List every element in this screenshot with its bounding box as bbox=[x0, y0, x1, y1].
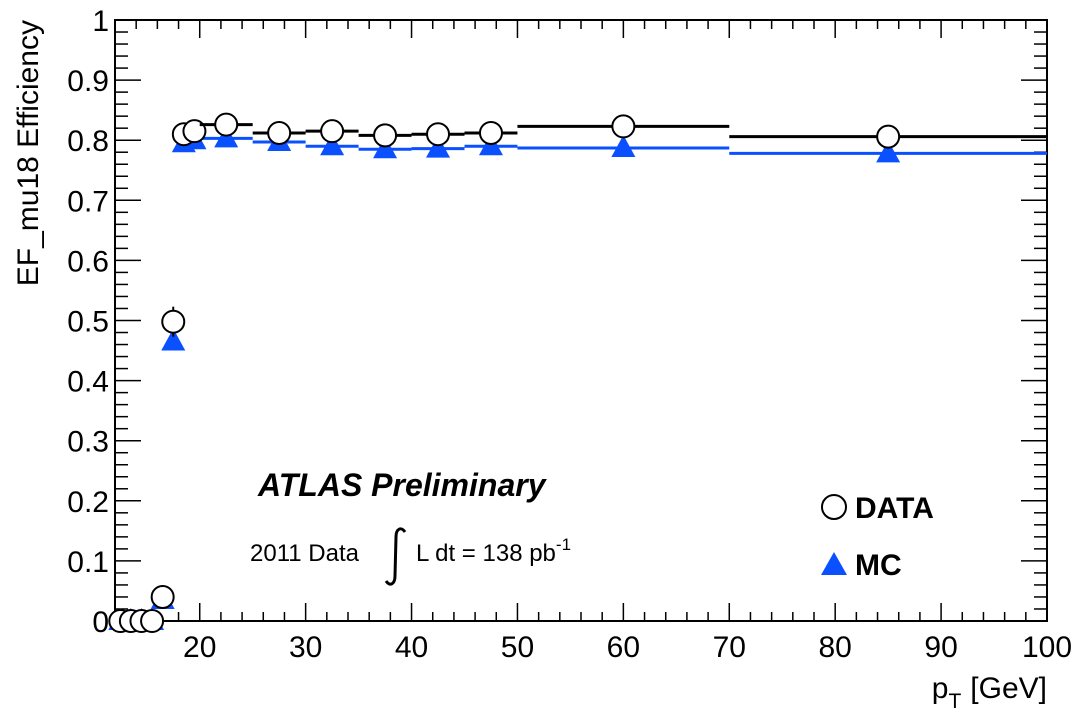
data-point bbox=[320, 119, 345, 144]
integral-sign bbox=[384, 527, 407, 586]
data-year-label: 2011 Data bbox=[250, 540, 360, 567]
x-axis-title: pT [GeV] bbox=[932, 672, 1047, 713]
plot-frame bbox=[114, 19, 1048, 622]
y-tick-label: 0.1 bbox=[67, 546, 109, 579]
legend-mc-marker bbox=[821, 552, 847, 575]
y-axis-title: EF_mu18 Efficiency bbox=[12, 20, 45, 286]
x-axis-title-p: p bbox=[932, 672, 949, 705]
x-tick-label: 100 bbox=[1022, 631, 1072, 664]
legend-data-marker bbox=[821, 494, 847, 520]
y-tick-label: 0.6 bbox=[67, 245, 109, 278]
lumi-exponent: -1 bbox=[556, 535, 571, 554]
legend-data-label: DATA bbox=[855, 492, 934, 525]
y-tick-label: 0.2 bbox=[67, 486, 109, 519]
data-point bbox=[150, 584, 175, 609]
y-tick-label: 0.7 bbox=[67, 185, 109, 218]
mc-point bbox=[426, 135, 451, 158]
data-point bbox=[478, 120, 503, 145]
mc-point bbox=[320, 133, 345, 156]
x-tick-label: 20 bbox=[183, 631, 216, 664]
atlas-label: ATLAS Preliminary bbox=[257, 467, 548, 503]
axis-ticks bbox=[114, 19, 1048, 622]
mc-point bbox=[161, 328, 186, 351]
x-axis-title-unit: [GeV] bbox=[970, 672, 1047, 705]
x-tick-label: 90 bbox=[924, 631, 957, 664]
data-point bbox=[426, 122, 451, 147]
data-point bbox=[876, 124, 901, 149]
series-data bbox=[108, 112, 1047, 633]
y-tick-label: 0.4 bbox=[67, 366, 109, 399]
y-tick-label: 1 bbox=[92, 5, 109, 38]
y-tick-label: 0.9 bbox=[67, 65, 109, 98]
x-tick-label: 80 bbox=[818, 631, 851, 664]
series-layer bbox=[108, 112, 1047, 633]
y-tick-label: 0.8 bbox=[67, 125, 109, 158]
y-tick-label: 0.3 bbox=[67, 426, 109, 459]
y-tick-label: 0 bbox=[92, 606, 109, 639]
mc-point bbox=[876, 140, 901, 163]
x-tick-label: 70 bbox=[713, 631, 746, 664]
data-point bbox=[214, 112, 239, 137]
legend-mc-label: MC bbox=[855, 549, 902, 582]
x-tick-label: 50 bbox=[501, 631, 534, 664]
data-point bbox=[267, 120, 292, 145]
x-tick-label: 30 bbox=[289, 631, 322, 664]
data-point bbox=[611, 114, 636, 139]
x-tick-labels: 20 30 40 50 60 70 80 90 100 bbox=[183, 631, 1072, 664]
legend: DATA MC bbox=[821, 492, 934, 582]
x-tick-label: 60 bbox=[607, 631, 640, 664]
x-axis-title-sub: T bbox=[948, 690, 961, 713]
lumi-label: L dt = 138 pb-1 bbox=[416, 535, 571, 567]
lumi-expression: L dt = 138 pb bbox=[416, 540, 556, 567]
x-tick-label: 40 bbox=[395, 631, 428, 664]
data-point bbox=[161, 309, 186, 334]
mc-point bbox=[611, 135, 636, 158]
y-tick-label: 0.5 bbox=[67, 306, 109, 339]
data-point bbox=[140, 609, 165, 633]
y-tick-labels: 0 0.1 0.2 0.3 0.4 0.5 0.6 0.7 0.8 0.9 1 bbox=[67, 5, 109, 639]
data-point bbox=[373, 123, 398, 148]
